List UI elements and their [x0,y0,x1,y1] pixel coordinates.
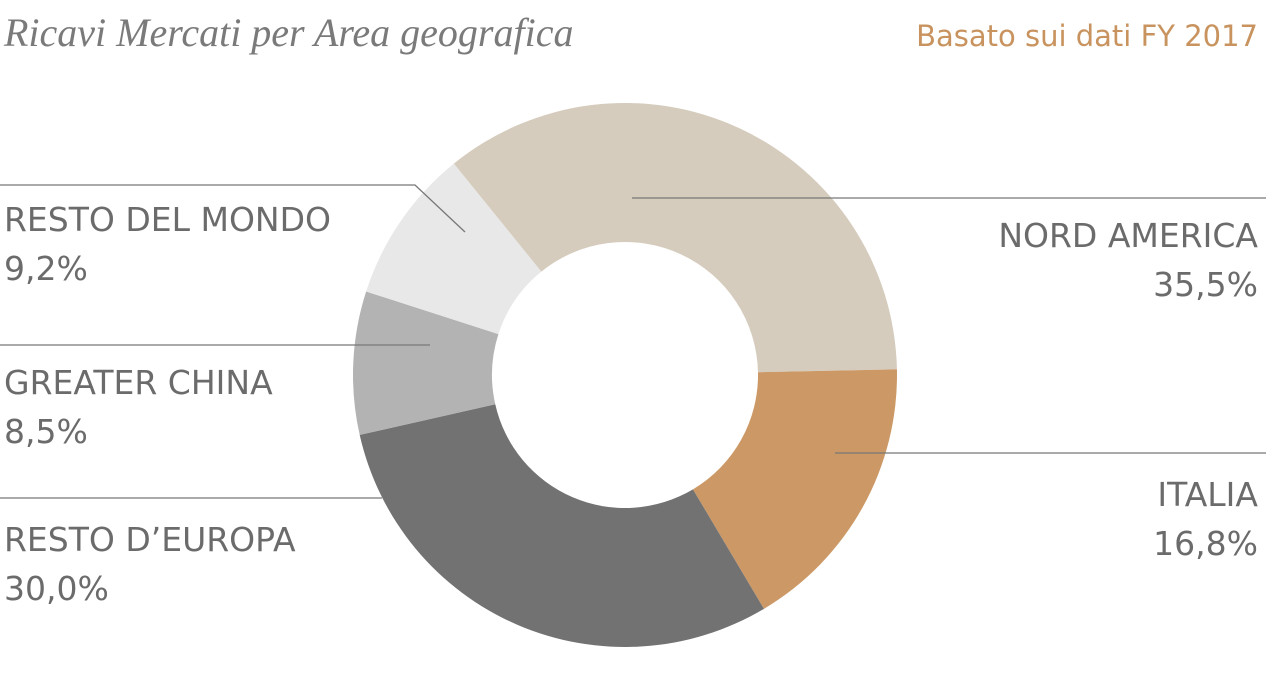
slice [353,291,499,435]
value-label: 9,2% [4,249,88,288]
slice [453,102,897,373]
slices [353,102,898,647]
slice [366,163,542,335]
slice [692,369,898,609]
category-label: GREATER CHINA [4,363,273,402]
slice [359,404,764,647]
chart-title: Ricavi Mercati per Area geografica [3,10,573,55]
value-label: 8,5% [4,412,88,451]
leader-line [0,184,466,233]
chart-subtitle: Basato sui dati FY 2017 [916,19,1258,53]
value-label: 35,5% [1153,265,1258,304]
category-label: NORD AMERICA [998,216,1258,255]
value-label: 30,0% [4,569,109,608]
category-label: RESTO DEL MONDO [4,200,331,239]
category-label: ITALIA [1157,475,1258,514]
value-label: 16,8% [1153,524,1258,563]
category-label: RESTO D’EUROPA [4,520,296,559]
